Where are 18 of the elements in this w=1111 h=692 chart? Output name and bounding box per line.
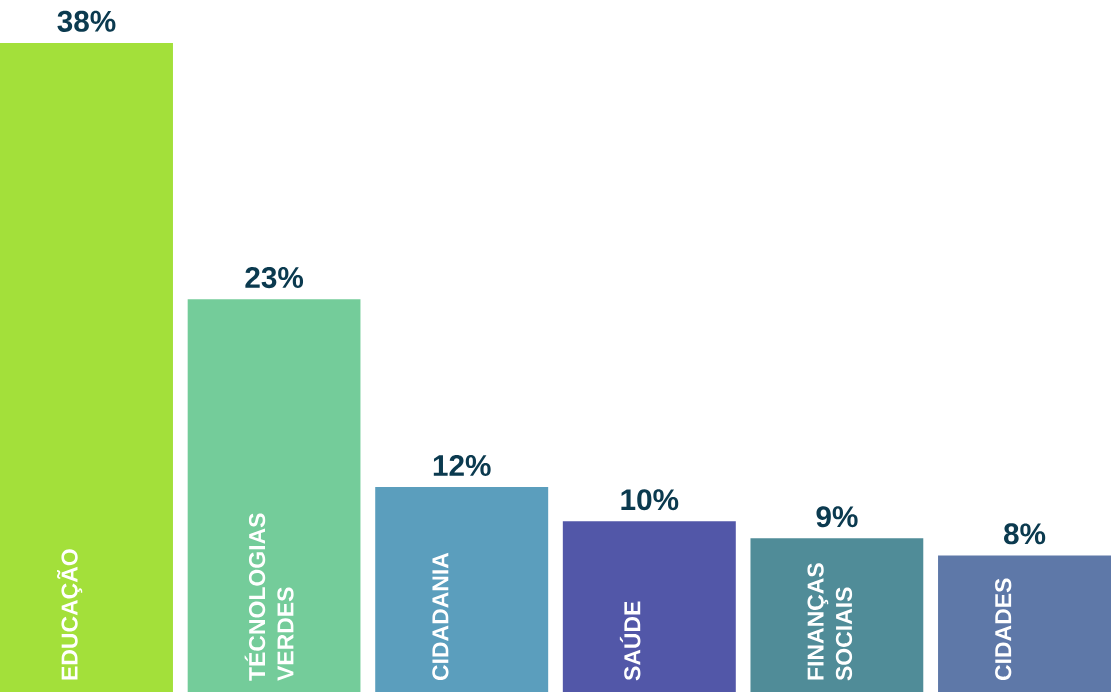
- data-label: 8%: [1004, 523, 1046, 545]
- bar: [938, 555, 1111, 692]
- x-tick-label: SAÚDE: [619, 601, 641, 681]
- bar: [562, 521, 736, 692]
- bar: [375, 487, 549, 692]
- x-tick-label: FINANÇAS SOCIAIS: [807, 563, 853, 681]
- x-tick-label: TÉCNOLOGIAS VERDES: [244, 513, 294, 681]
- x-tick-label: CIDADANIA: [432, 552, 449, 681]
- data-label: 38%: [57, 10, 116, 32]
- data-label: 10%: [621, 489, 679, 511]
- x-tick-label: CIDADES: [995, 578, 1012, 681]
- data-label: 12%: [433, 454, 491, 476]
- x-tick-label: EDUCAÇÃO: [57, 549, 83, 680]
- data-label: 9%: [816, 506, 858, 528]
- bar: [750, 538, 924, 692]
- bar: [0, 42, 173, 692]
- bar: [187, 299, 361, 692]
- data-label: 23%: [245, 266, 304, 289]
